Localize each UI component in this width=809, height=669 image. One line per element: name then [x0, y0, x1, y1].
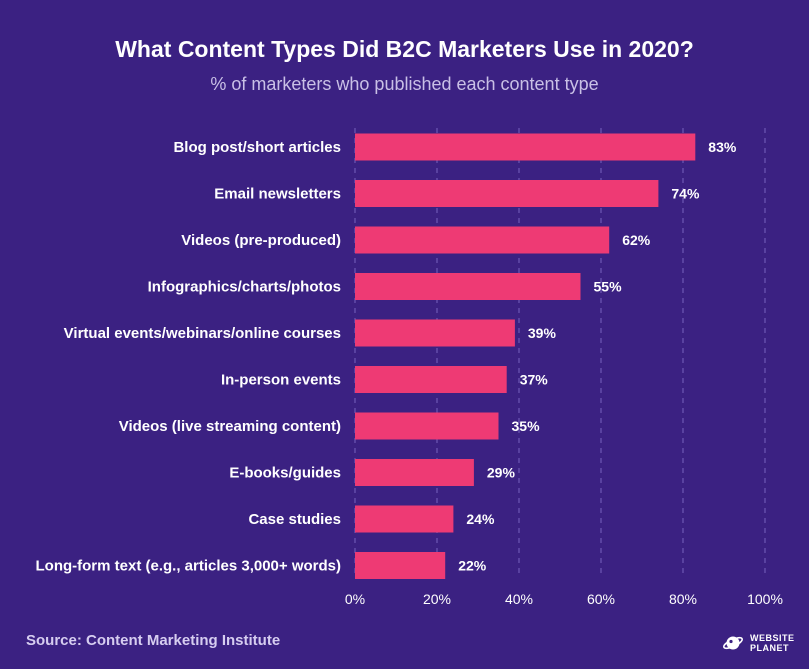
brand-name-line2: PLANET [750, 643, 789, 653]
bar [355, 505, 454, 533]
value-label: 55% [594, 279, 623, 295]
category-label: Infographics/charts/photos [148, 279, 341, 296]
value-label: 62% [622, 232, 651, 248]
bar [355, 412, 499, 440]
value-label: 39% [528, 325, 557, 341]
x-tick-label: 0% [345, 591, 365, 607]
category-label: Videos (live streaming content) [119, 418, 341, 435]
value-label: 22% [458, 558, 487, 574]
value-label: 24% [466, 511, 495, 527]
brand-name-line1: WEBSITE [750, 633, 795, 643]
category-label: Blog post/short articles [173, 139, 341, 156]
category-label: In-person events [221, 372, 341, 389]
source-note: Source: Content Marketing Institute [26, 632, 281, 649]
category-label: Case studies [248, 511, 341, 528]
bar [355, 180, 659, 207]
category-label: Videos (pre-produced) [181, 232, 341, 249]
bar [355, 319, 515, 347]
category-label: Long-form text (e.g., articles 3,000+ wo… [36, 558, 342, 575]
bar [355, 366, 507, 393]
value-label: 83% [708, 139, 737, 155]
x-tick-label: 60% [587, 591, 615, 607]
x-tick-label: 100% [747, 591, 783, 607]
category-label: Email newsletters [214, 186, 341, 203]
chart-title: What Content Types Did B2C Marketers Use… [115, 36, 694, 62]
x-tick-label: 40% [505, 591, 533, 607]
value-label: 37% [520, 372, 549, 388]
value-label: 35% [512, 418, 541, 434]
x-tick-label: 20% [423, 591, 451, 607]
brand-logo: WEBSITE PLANET [722, 632, 795, 654]
value-label: 74% [671, 186, 700, 202]
bar [355, 226, 610, 254]
category-label: E-books/guides [229, 465, 341, 482]
planet-icon [723, 636, 743, 650]
category-label: Virtual events/webinars/online courses [64, 325, 341, 342]
bar [355, 459, 474, 486]
bar [355, 552, 446, 579]
bar [355, 133, 696, 161]
value-label: 29% [487, 465, 516, 481]
chart-subtitle: % of marketers who published each conten… [210, 74, 599, 94]
brand-name: WEBSITE PLANET [750, 633, 795, 653]
x-tick-label: 80% [669, 591, 697, 607]
bar [355, 273, 581, 300]
